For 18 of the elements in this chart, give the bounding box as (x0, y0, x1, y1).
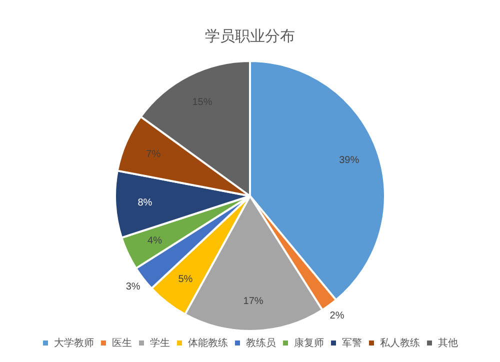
data-label: 2% (330, 310, 344, 322)
data-label: 4% (147, 236, 162, 247)
legend-label: 其他 (438, 336, 458, 349)
data-label: 17% (243, 296, 264, 307)
data-label: 7% (146, 148, 161, 160)
legend-label: 康复师 (294, 336, 324, 349)
legend-label: 军警 (342, 336, 362, 349)
chart-title: 学员职业分布 (205, 28, 295, 46)
legend-label: 医生 (112, 336, 132, 349)
data-label: 5% (178, 274, 193, 285)
data-label: 39% (339, 155, 360, 166)
data-label: 8% (138, 197, 152, 208)
legend-label: 大学教师 (54, 336, 94, 349)
legend-label: 私人教练 (380, 336, 420, 349)
data-label: 3% (126, 281, 140, 292)
legend-label: 教练员 (246, 336, 276, 349)
legend-label: 学生 (150, 336, 170, 349)
legend-label: 体能教练 (188, 336, 228, 349)
